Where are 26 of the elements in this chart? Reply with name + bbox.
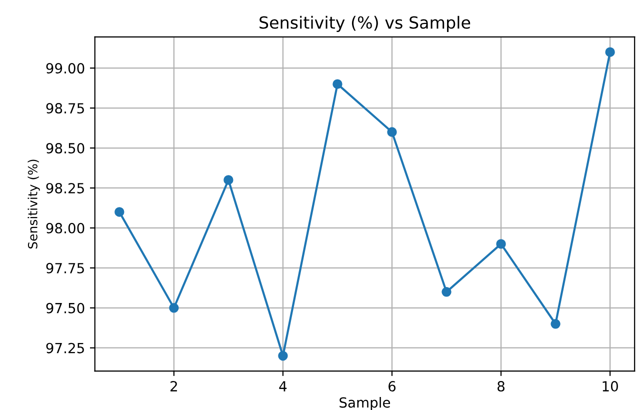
y-tick-label: 98.75	[46, 103, 84, 114]
y-tick-label: 97.75	[46, 262, 84, 274]
x-tick-label: 6	[388, 381, 396, 392]
y-axis-title: Sensitivity (%)	[28, 160, 40, 248]
y-tick-label: 99.00	[46, 63, 84, 74]
point	[278, 351, 288, 361]
y-tick-label: 98.00	[46, 222, 84, 234]
x-tick-label: 2	[170, 381, 177, 392]
point	[332, 79, 342, 89]
chart-title: Sensitivity (%) vs Sample	[260, 16, 470, 32]
y-tick-label: 98.50	[46, 142, 84, 154]
x-tick-label: 4	[279, 381, 287, 392]
y-tick-label: 98.25	[46, 182, 84, 194]
point	[387, 127, 397, 137]
point	[605, 47, 615, 57]
point	[442, 287, 452, 297]
x-axis-title: Sample	[340, 396, 390, 410]
point	[550, 319, 560, 329]
point	[496, 239, 506, 249]
point	[224, 175, 234, 185]
point	[169, 303, 179, 313]
point	[114, 207, 124, 217]
x-tick-label: 8	[498, 381, 504, 392]
x-tick-label: 10	[602, 381, 618, 392]
y-tick-label: 97.25	[46, 342, 84, 354]
y-tick-label: 97.50	[46, 302, 84, 314]
